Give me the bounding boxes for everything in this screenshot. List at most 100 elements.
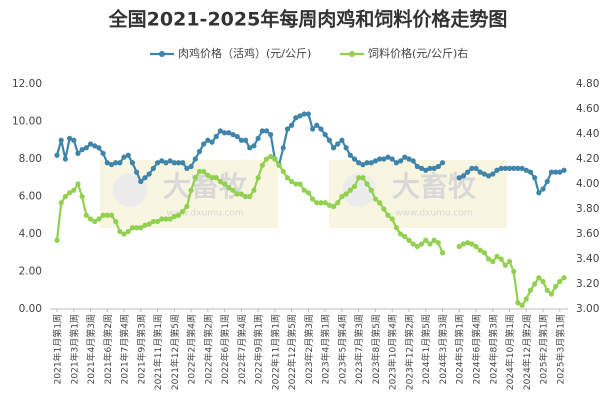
point (431, 165, 437, 171)
point (289, 178, 295, 185)
x-tick-label: 2023年12月第2周 (403, 314, 415, 390)
point (180, 160, 186, 166)
y2-tick-label: 3.20 (576, 278, 599, 290)
point (121, 231, 127, 237)
point (330, 145, 337, 151)
point (92, 143, 98, 149)
point (213, 175, 219, 181)
point (222, 130, 228, 136)
point (335, 200, 341, 206)
point (276, 162, 282, 168)
point (314, 122, 320, 128)
point (96, 145, 102, 151)
point (226, 130, 232, 136)
y-tick-label: 12.00 (12, 78, 42, 90)
x-tick-label: 2022年2月第4周 (186, 314, 198, 384)
point (255, 175, 261, 181)
point (66, 135, 73, 141)
point (234, 133, 240, 140)
point (87, 141, 94, 147)
point (238, 191, 244, 197)
point (192, 175, 198, 181)
point (502, 262, 508, 268)
point (230, 187, 236, 193)
x-tick-label: 2022年11月第1周 (269, 314, 281, 390)
point (138, 178, 144, 185)
point (171, 160, 177, 166)
x-tick-label: 2021年11月第1周 (152, 314, 164, 390)
x-tick-label: 2023年5月第4周 (336, 314, 348, 384)
point (104, 212, 110, 218)
point (268, 132, 274, 138)
point (389, 216, 395, 222)
y2-tick-label: 4.60 (576, 103, 599, 115)
point (75, 181, 81, 187)
point (393, 225, 399, 231)
point (498, 165, 504, 171)
point (142, 222, 148, 228)
point (360, 175, 366, 181)
point (431, 237, 437, 243)
point (548, 291, 555, 297)
point (540, 278, 546, 285)
point (523, 296, 529, 302)
x-tick-label: 2022年6月第1周 (219, 314, 231, 384)
point (473, 243, 479, 250)
point (134, 169, 140, 175)
y-tick-label: 6.00 (19, 191, 42, 203)
point (175, 212, 182, 218)
point (490, 171, 496, 177)
point (360, 162, 366, 168)
point (134, 225, 140, 231)
point (318, 200, 324, 206)
watermark-url: www.dxumu.com (395, 209, 472, 219)
point (356, 160, 362, 166)
point (83, 212, 89, 218)
point (159, 216, 165, 222)
point (553, 283, 559, 290)
point (423, 167, 429, 173)
x-tick-label: 2024年3月第3周 (437, 314, 449, 384)
point (213, 133, 219, 140)
point (456, 243, 462, 250)
x-tick-label: 2023年2月第3周 (303, 314, 315, 384)
x-tick-label: 2025年2月第1周 (538, 314, 550, 384)
point (129, 160, 136, 166)
x-tick-label: 2024年12月第2周 (521, 314, 533, 390)
x-tick-label: 2024年6月第4周 (471, 314, 483, 384)
point (536, 190, 542, 196)
point (364, 181, 370, 187)
point (150, 218, 156, 225)
point (284, 175, 291, 181)
point (469, 165, 475, 171)
point (58, 200, 64, 206)
point (439, 160, 446, 166)
x-tick-label: 2021年4月第3周 (85, 314, 97, 384)
legend-marker (349, 51, 355, 57)
point (58, 137, 64, 143)
point (519, 302, 525, 308)
point (142, 175, 148, 181)
point (66, 190, 73, 196)
point (410, 158, 416, 164)
point (146, 221, 152, 227)
y2-tick-label: 3.00 (576, 303, 599, 315)
point (435, 163, 441, 170)
point (108, 162, 115, 168)
point (427, 241, 433, 247)
point (184, 203, 190, 210)
legend-label: 肉鸡价格（活鸡）(元/公斤) (178, 46, 311, 60)
y-tick-label: 2.00 (19, 266, 42, 278)
point (347, 152, 353, 158)
point (490, 258, 496, 265)
point (280, 168, 286, 175)
point (339, 137, 345, 143)
point (435, 240, 441, 246)
point (377, 156, 383, 162)
point (188, 163, 194, 170)
y2-tick-label: 4.20 (576, 153, 599, 165)
point (242, 193, 249, 200)
point (205, 172, 211, 178)
point (188, 187, 194, 193)
point (544, 287, 550, 293)
